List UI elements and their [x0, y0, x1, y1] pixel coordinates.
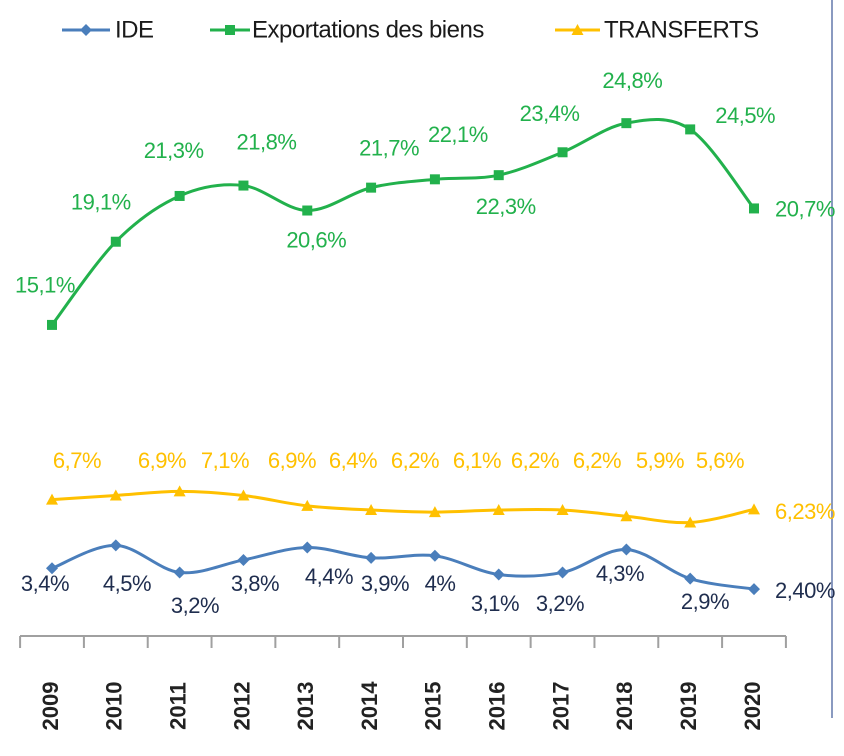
- data-point: [46, 562, 58, 575]
- data-point: [620, 543, 633, 556]
- data-label: 22,3%: [476, 194, 536, 219]
- data-label: 20,6%: [286, 227, 346, 252]
- data-label: 20,7%: [775, 196, 835, 221]
- data-label: 6,23%: [775, 499, 835, 524]
- x-tick-label: 2010: [102, 682, 127, 731]
- data-label: 6,7%: [53, 448, 101, 473]
- data-point: [47, 319, 57, 330]
- data-label: 5,6%: [696, 448, 744, 473]
- data-point: [238, 180, 249, 191]
- x-tick-label: 2009: [38, 682, 63, 731]
- x-tick-label: 2015: [421, 682, 446, 731]
- data-point: [557, 147, 568, 158]
- data-label: 6,2%: [511, 448, 559, 473]
- data-label: 4,3%: [596, 561, 644, 586]
- data-point: [493, 170, 504, 181]
- data-point: [109, 539, 122, 552]
- data-point: [556, 504, 569, 516]
- x-tick-label: 2014: [357, 681, 382, 731]
- data-label: 23,4%: [520, 101, 580, 126]
- legend-marker: [225, 25, 235, 35]
- data-label: 5,9%: [636, 448, 684, 473]
- data-label: 6,9%: [268, 448, 316, 473]
- data-point: [429, 174, 440, 185]
- x-tick-label: 2011: [165, 682, 190, 730]
- data-label: 4,4%: [305, 564, 353, 589]
- data-point: [173, 485, 186, 497]
- data-point: [428, 549, 441, 562]
- x-tick-label: 2013: [293, 682, 318, 731]
- data-label: 24,5%: [715, 103, 775, 128]
- x-tick-label: 2018: [612, 682, 637, 731]
- data-point: [684, 572, 697, 585]
- data-point: [621, 118, 632, 129]
- x-tick-label: 2017: [548, 682, 573, 731]
- data-label: 19,1%: [71, 190, 131, 215]
- x-tick-label: 2016: [485, 682, 510, 731]
- data-point: [109, 489, 122, 501]
- data-label: 6,4%: [329, 448, 377, 473]
- data-point: [366, 182, 377, 193]
- data-label: 4,5%: [103, 571, 151, 596]
- data-point: [301, 499, 314, 511]
- data-point: [301, 541, 314, 554]
- legend-label: IDE: [115, 16, 154, 43]
- data-label: 3,9%: [361, 571, 409, 596]
- legend-label: Exportations des biens: [252, 16, 484, 43]
- x-tick-label: 2012: [229, 682, 254, 731]
- data-label: 2,40%: [775, 578, 835, 603]
- data-point: [237, 553, 250, 566]
- legend-marker: [571, 24, 584, 35]
- data-point: [620, 510, 633, 522]
- x-tick-label: 2019: [676, 682, 701, 731]
- data-point: [684, 516, 697, 528]
- data-label: 6,1%: [453, 448, 501, 473]
- data-point: [428, 506, 441, 518]
- data-point: [365, 504, 378, 516]
- data-label: 3,8%: [231, 571, 279, 596]
- data-label: 21,3%: [144, 138, 204, 163]
- data-label: 6,9%: [138, 448, 186, 473]
- data-point: [302, 205, 313, 216]
- data-point: [556, 566, 569, 579]
- data-label: 7,1%: [201, 448, 249, 473]
- data-point: [365, 551, 378, 564]
- data-label: 6,2%: [391, 448, 439, 473]
- data-label: 21,8%: [237, 129, 297, 154]
- data-point: [748, 583, 760, 596]
- data-point: [46, 493, 58, 505]
- series-line: [50, 118, 756, 326]
- data-point: [173, 566, 186, 579]
- data-point: [749, 203, 759, 214]
- data-point: [748, 503, 760, 515]
- data-point: [492, 504, 505, 516]
- data-point: [237, 489, 250, 501]
- data-label: 3,1%: [471, 591, 519, 616]
- data-label: 3,2%: [171, 593, 219, 618]
- series-line: [51, 489, 755, 525]
- data-label: 22,1%: [428, 122, 488, 147]
- series-line: [51, 543, 755, 591]
- data-label: 4%: [425, 571, 456, 596]
- legend-label: TRANSFERTS: [604, 16, 759, 43]
- data-label: 3,4%: [21, 571, 69, 596]
- data-point: [685, 124, 696, 135]
- data-label: 21,7%: [359, 135, 419, 160]
- data-label: 15,1%: [15, 273, 75, 298]
- data-point: [110, 236, 121, 247]
- data-label: 2,9%: [681, 589, 729, 614]
- data-label: 3,2%: [536, 591, 584, 616]
- data-point: [174, 190, 185, 201]
- data-label: 6,2%: [573, 448, 621, 473]
- x-tick-label: 2020: [740, 682, 765, 731]
- legend-marker: [80, 24, 92, 36]
- data-point: [492, 568, 505, 581]
- data-label: 24,8%: [602, 68, 662, 93]
